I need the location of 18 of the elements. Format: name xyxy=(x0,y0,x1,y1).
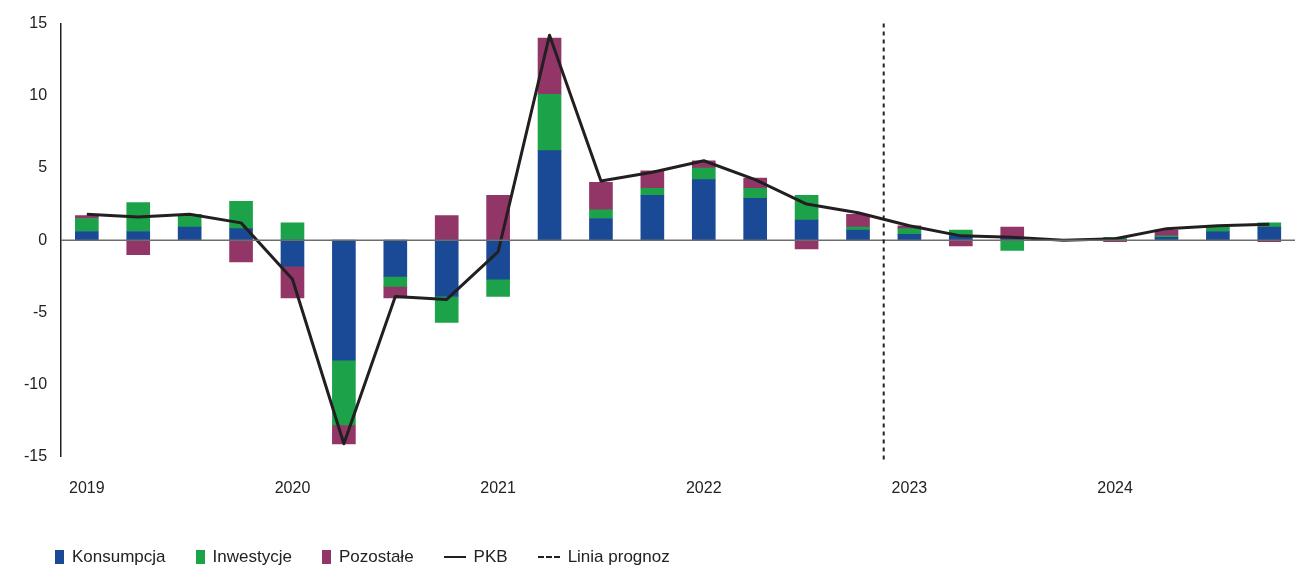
legend-label: PKB xyxy=(473,547,508,567)
y-tick-label: 15 xyxy=(29,14,48,32)
y-tick-label: 0 xyxy=(38,230,48,248)
legend-label: Konsumpcja xyxy=(72,547,166,567)
x-tick-label: 2022 xyxy=(685,478,722,496)
legend-label: Inwestycje xyxy=(212,547,292,567)
x-tick-label: 2023 xyxy=(891,478,928,496)
y-tick-label: -10 xyxy=(24,375,48,393)
y-tick-label: -5 xyxy=(32,302,48,320)
x-tick-label: 2024 xyxy=(1097,478,1133,496)
y-tick-label: -15 xyxy=(24,447,48,465)
y-tick-label: 5 xyxy=(38,158,48,176)
y-tick-label: 10 xyxy=(29,86,48,104)
x-tick-label: 2020 xyxy=(274,478,311,496)
x-tick-label: 2021 xyxy=(480,478,517,496)
x-tick-label: 2019 xyxy=(69,478,105,496)
legend-label: Linia prognoz xyxy=(567,547,670,567)
legend-label: Pozostałe xyxy=(338,547,414,567)
